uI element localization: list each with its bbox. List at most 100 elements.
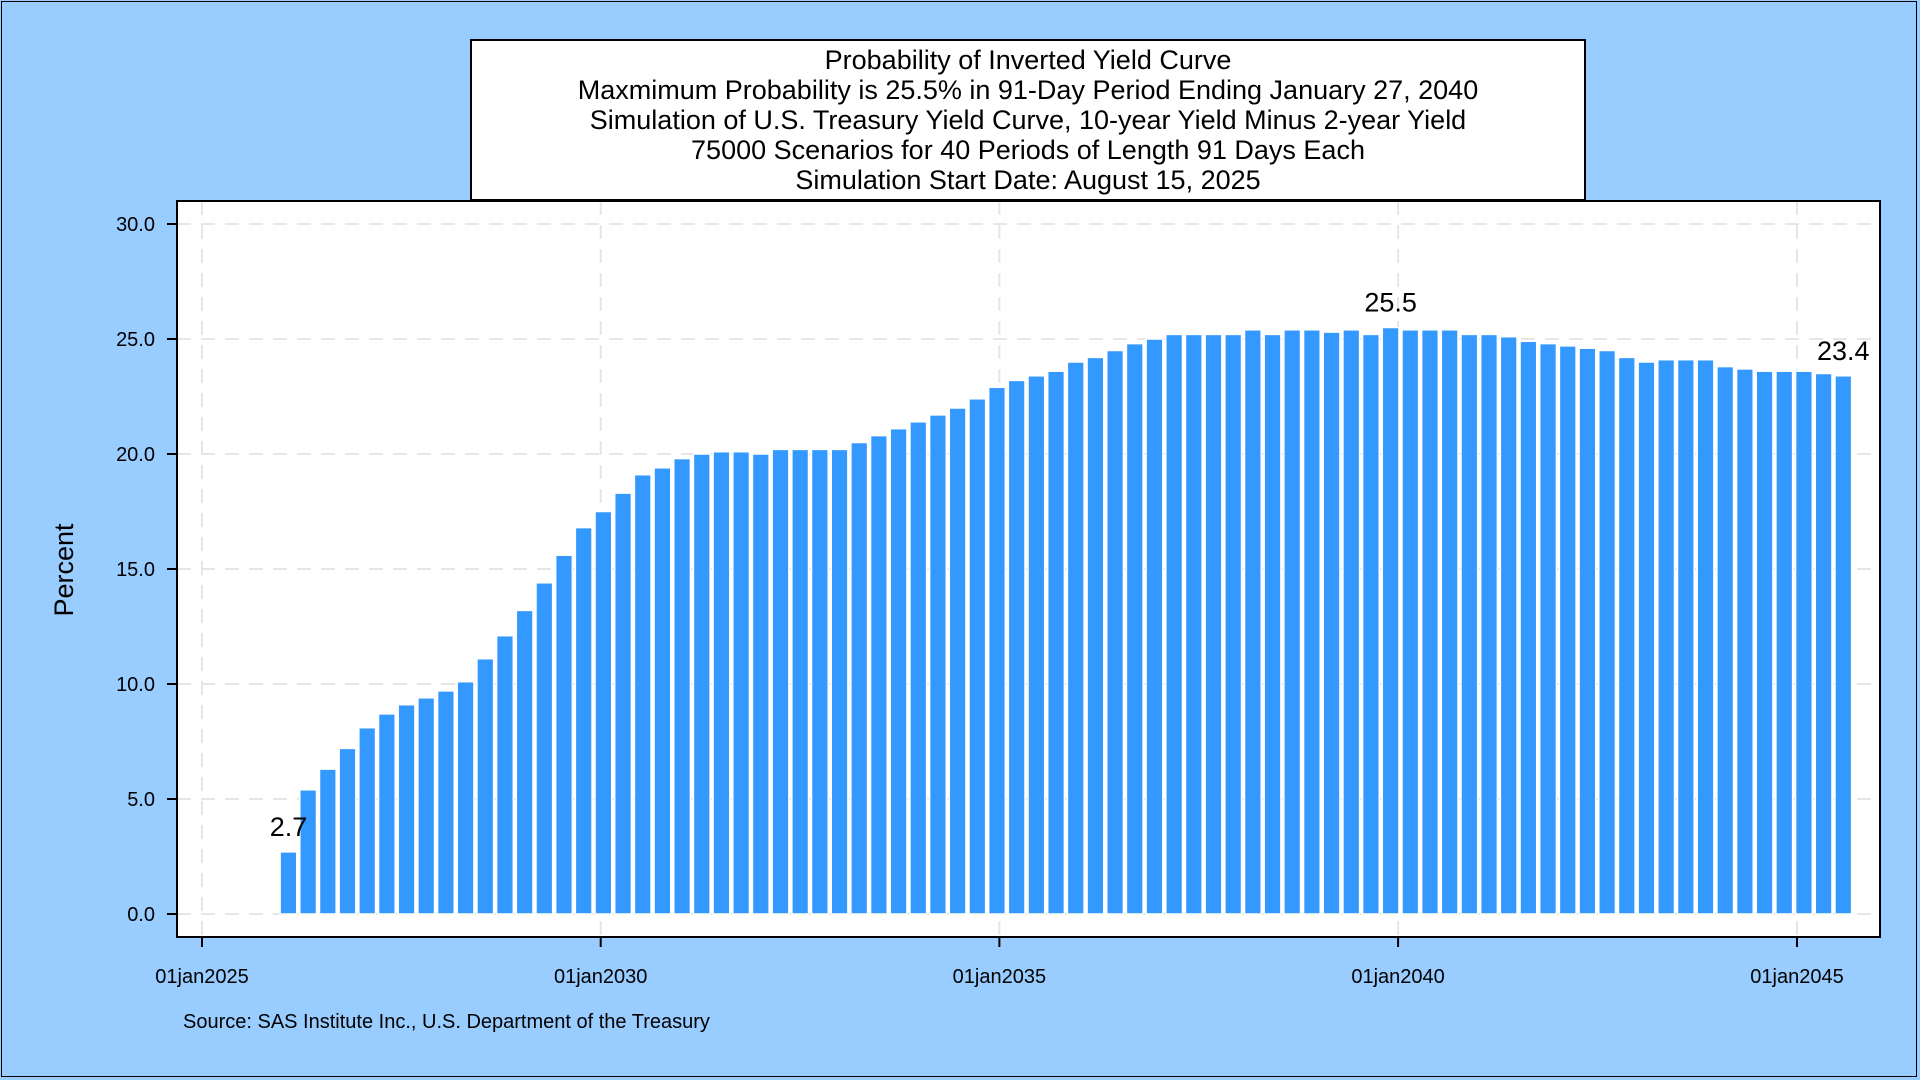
bar <box>1814 372 1833 915</box>
bar <box>1657 358 1676 915</box>
y-axis-label: Percent <box>49 523 79 617</box>
bar <box>1381 326 1400 915</box>
x-tick-label: 01jan2030 <box>554 966 647 988</box>
bar <box>1105 349 1125 915</box>
bar <box>456 680 475 915</box>
data-label: 25.5 <box>1364 288 1417 318</box>
chart-subtitle-1: Maxmimum Probability is 25.5% in 91-Day … <box>577 75 1479 105</box>
bar <box>1066 361 1085 915</box>
y-tick-label: 30.0 <box>116 214 155 236</box>
bar <box>1538 342 1558 915</box>
bar <box>1460 333 1479 915</box>
bar <box>436 690 456 915</box>
bar <box>653 467 672 915</box>
chart-subtitle-4: Simulation Start Date: August 15, 2025 <box>795 165 1261 195</box>
bar <box>338 747 357 915</box>
bar <box>495 634 515 915</box>
bar <box>1834 375 1853 915</box>
bar-series <box>279 326 1853 915</box>
bar <box>594 510 613 915</box>
bar <box>1420 329 1440 915</box>
chart-subtitle-3: 75000 Scenarios for 40 Periods of Length… <box>691 135 1365 165</box>
bar <box>1755 370 1774 915</box>
bar <box>1046 370 1066 915</box>
bar <box>1027 375 1046 915</box>
bar <box>732 450 751 915</box>
bar <box>1499 335 1518 915</box>
bar <box>751 453 770 915</box>
bar <box>791 448 810 915</box>
chart-subtitle-2: Simulation of U.S. Treasury Yield Curve,… <box>589 105 1467 135</box>
bar <box>633 473 652 915</box>
bar <box>1735 368 1754 915</box>
bar <box>1617 356 1636 915</box>
bar <box>1302 329 1321 915</box>
bar <box>1184 333 1203 915</box>
bar <box>1086 356 1105 915</box>
bar <box>1361 333 1381 915</box>
bar <box>1204 333 1223 915</box>
y-tick-label: 5.0 <box>127 789 155 811</box>
y-tick-label: 10.0 <box>116 674 155 696</box>
data-label: 2.7 <box>270 812 308 842</box>
bar <box>1578 347 1597 915</box>
data-label: 23.4 <box>1817 336 1870 366</box>
bar <box>613 492 633 915</box>
bar <box>771 448 790 915</box>
chart-title: Probability of Inverted Yield Curve <box>824 45 1232 75</box>
bar <box>515 609 534 915</box>
bar <box>712 450 731 915</box>
bar <box>318 768 337 915</box>
source-note: Source: SAS Institute Inc., U.S. Departm… <box>183 1011 710 1033</box>
bar <box>1243 329 1262 915</box>
bar <box>672 457 692 915</box>
bar <box>574 526 593 915</box>
bar <box>476 657 495 915</box>
bar <box>1322 331 1341 915</box>
bar <box>928 414 948 915</box>
bar <box>1479 333 1499 915</box>
bar <box>417 697 436 915</box>
bar <box>1007 379 1026 915</box>
bar <box>810 448 829 915</box>
bar <box>1125 342 1144 915</box>
bar <box>987 386 1007 915</box>
bar <box>1696 358 1715 915</box>
bar <box>1598 349 1617 915</box>
y-tick-label: 20.0 <box>116 444 155 466</box>
bar <box>397 703 416 915</box>
bar <box>948 407 967 915</box>
bar <box>377 713 396 915</box>
bar <box>909 421 928 915</box>
bar <box>1342 329 1361 915</box>
bar <box>968 398 987 915</box>
bar <box>830 448 849 915</box>
bar <box>869 434 888 915</box>
y-axis: 0.0 5.0 10.0 15.0 20.0 25.0 30.0 <box>116 214 177 926</box>
bar <box>1145 338 1164 915</box>
bar <box>1224 333 1243 915</box>
bar <box>1440 329 1459 915</box>
x-tick-label: 01jan2035 <box>953 966 1046 988</box>
bar <box>692 453 711 915</box>
data-labels: 2.7 25.5 23.4 <box>270 288 1870 842</box>
bar <box>1775 370 1794 915</box>
bar <box>850 441 869 915</box>
y-tick-label: 0.0 <box>127 904 155 926</box>
y-tick-label: 25.0 <box>116 329 155 351</box>
chart-title-box: Probability of Inverted Yield Curve Maxm… <box>470 39 1586 201</box>
bar <box>1283 329 1302 915</box>
bar <box>1676 358 1695 915</box>
y-tick-label: 15.0 <box>116 559 155 581</box>
bar <box>889 427 908 915</box>
bar <box>1165 333 1184 915</box>
bar <box>358 726 377 915</box>
x-axis: 01jan2025 01jan2030 01jan2035 01jan2040 01ja… <box>155 937 1844 988</box>
bar <box>1519 340 1538 915</box>
bar <box>1558 345 1577 915</box>
x-tick-label: 01jan2045 <box>1750 966 1843 988</box>
bar <box>299 789 318 915</box>
bar <box>279 851 298 915</box>
